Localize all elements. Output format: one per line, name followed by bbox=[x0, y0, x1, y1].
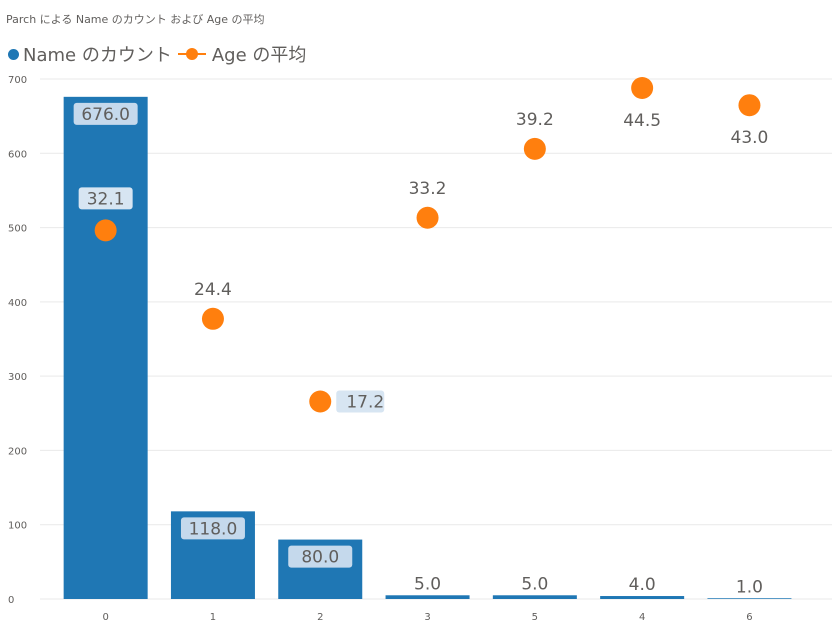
legend-label-age: Age の平均 bbox=[211, 45, 307, 66]
y-tick-label: 600 bbox=[8, 149, 27, 160]
y-tick-label: 100 bbox=[8, 521, 27, 532]
point-data-label: 39.2 bbox=[516, 110, 554, 130]
bar-data-label: 80.0 bbox=[301, 548, 339, 568]
chart-title: Parch による Name のカウント および Age の平均 bbox=[6, 13, 265, 26]
age-point bbox=[309, 390, 332, 413]
bar-data-label: 1.0 bbox=[736, 577, 763, 597]
bar bbox=[707, 598, 792, 599]
age-point bbox=[738, 94, 761, 117]
x-tick-label: 6 bbox=[746, 612, 752, 623]
bar-data-label: 118.0 bbox=[189, 519, 238, 539]
age-point bbox=[94, 219, 117, 242]
point-label-background bbox=[78, 187, 133, 210]
legend-item-age[interactable]: Age の平均 bbox=[172, 41, 307, 67]
bar-label-background bbox=[288, 545, 353, 568]
bar-label-background bbox=[73, 102, 138, 125]
bar-label-background bbox=[180, 517, 245, 540]
age-point bbox=[416, 206, 439, 229]
bar bbox=[600, 596, 685, 599]
legend-dot-icon bbox=[8, 48, 19, 60]
x-tick-label: 1 bbox=[210, 612, 216, 623]
point-data-label: 43.0 bbox=[731, 128, 769, 148]
y-tick-label: 200 bbox=[8, 446, 27, 457]
x-tick-label: 0 bbox=[102, 612, 108, 623]
bar bbox=[385, 595, 470, 599]
y-tick-label: 0 bbox=[8, 595, 14, 606]
y-tick-label: 700 bbox=[8, 75, 27, 86]
age-point bbox=[631, 77, 654, 99]
bar-data-label: 5.0 bbox=[521, 574, 548, 594]
bar-data-label: 5.0 bbox=[414, 574, 441, 594]
point-data-label: 17.2 bbox=[346, 392, 384, 412]
bar-data-label: 4.0 bbox=[629, 575, 656, 595]
y-tick-label: 400 bbox=[8, 298, 27, 309]
point-data-label: 24.4 bbox=[194, 280, 232, 300]
point-data-label: 44.5 bbox=[623, 111, 661, 131]
bar bbox=[492, 595, 577, 599]
x-tick-label: 3 bbox=[424, 612, 430, 623]
bar-data-label: 676.0 bbox=[81, 105, 130, 125]
age-point bbox=[523, 137, 546, 160]
legend-label-count: Name のカウント bbox=[23, 45, 172, 66]
x-tick-label: 4 bbox=[639, 612, 645, 623]
point-data-label: 33.2 bbox=[409, 179, 447, 199]
y-tick-label: 300 bbox=[8, 372, 27, 383]
bar bbox=[63, 96, 148, 599]
legend-line-dot-icon bbox=[177, 47, 206, 61]
x-tick-label: 2 bbox=[317, 612, 323, 623]
legend-item-count[interactable]: Name のカウント bbox=[8, 41, 172, 67]
point-label-background bbox=[336, 390, 385, 413]
legend: Name のカウント Age の平均 bbox=[8, 42, 306, 66]
x-tick-label: 5 bbox=[532, 612, 538, 623]
point-data-label: 32.1 bbox=[87, 189, 125, 209]
age-point bbox=[201, 307, 224, 330]
y-tick-label: 500 bbox=[8, 224, 27, 235]
